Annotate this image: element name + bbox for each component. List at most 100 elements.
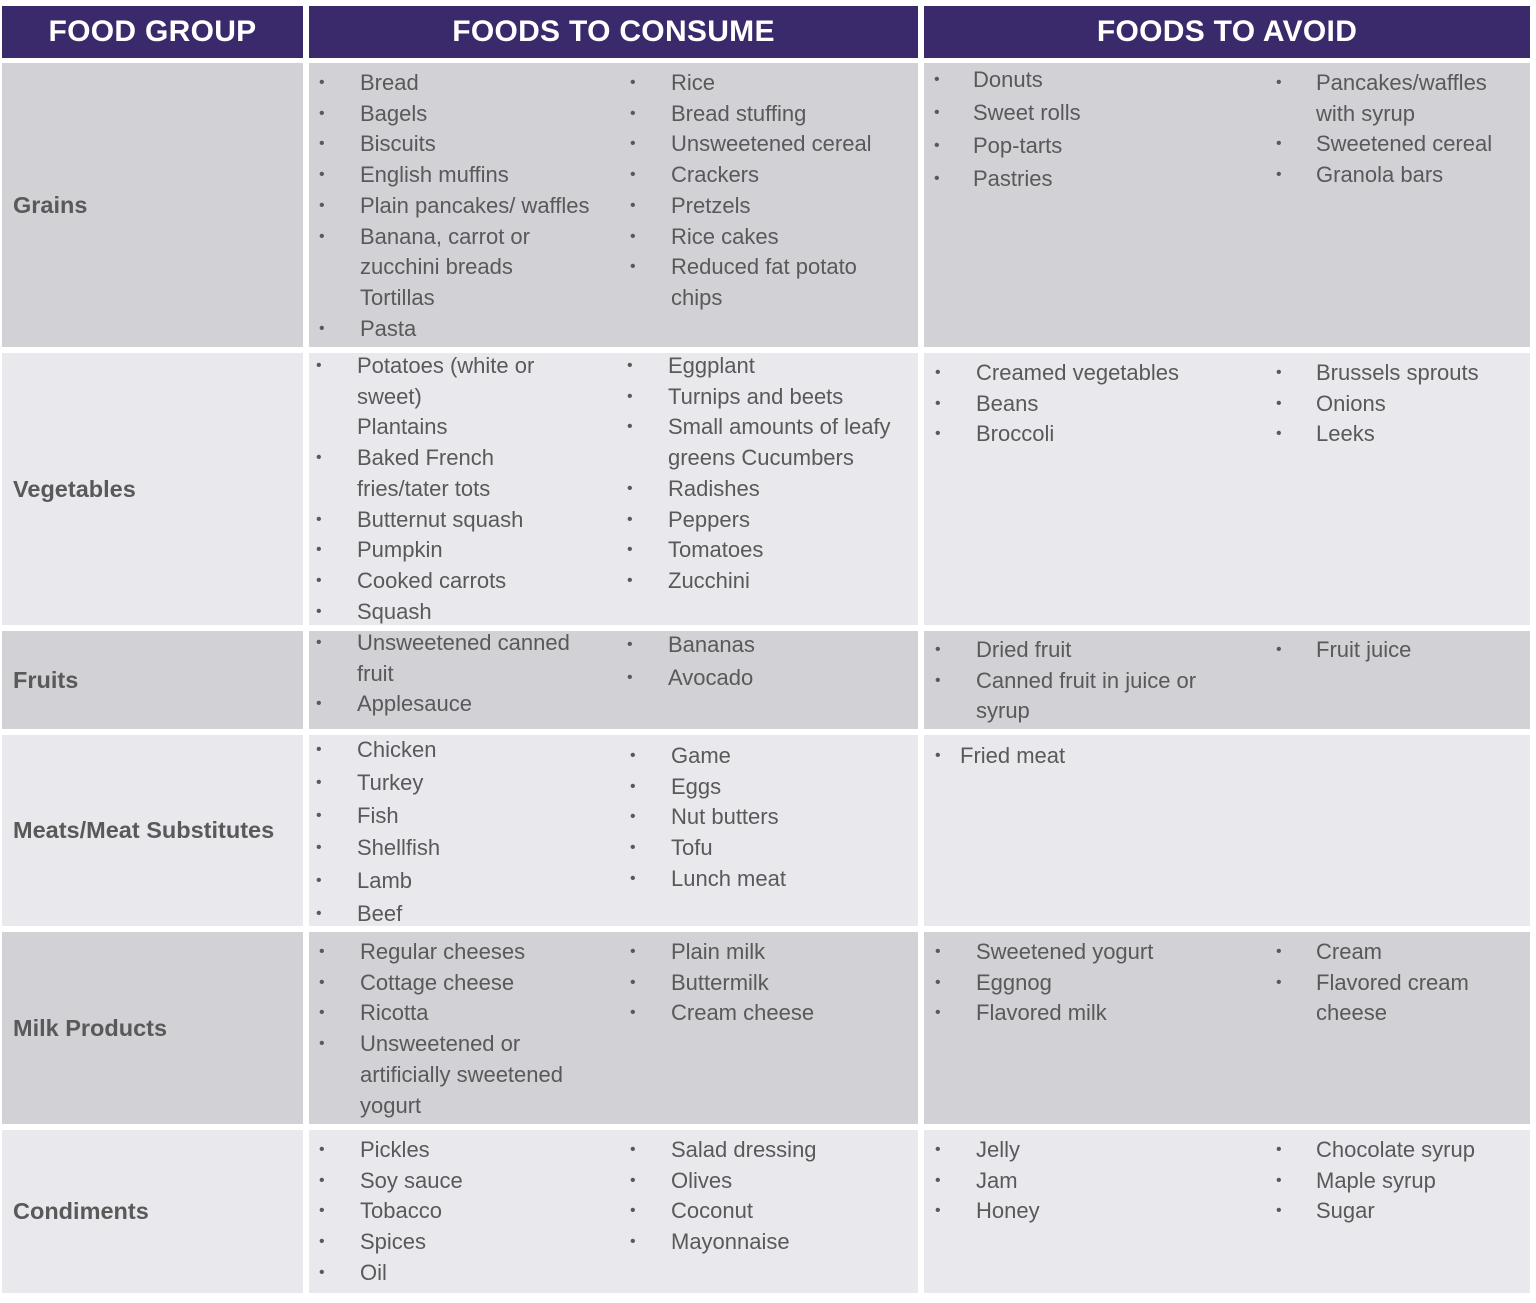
list-item: greens Cucumbers (668, 445, 854, 471)
group-label: Meats/Meat Substitutes (13, 817, 275, 843)
list-item: Tofu (630, 833, 930, 864)
list-item: with syrup (1316, 100, 1416, 126)
list-item: Granola bars (1276, 160, 1526, 191)
list-item: cheese (1316, 1000, 1387, 1026)
list-item: Pasta (319, 314, 619, 345)
consume-list-left: Unsweetened canned fruit Applesauce (316, 628, 616, 720)
list-item: Regular cheeses (319, 937, 619, 968)
list-item: Unsweetened cereal (630, 129, 930, 160)
list-item: Ricotta (319, 998, 619, 1029)
row-vegetables-group: Vegetables (2, 353, 303, 625)
group-label: Vegetables (13, 475, 136, 502)
header-food-group-label: FOOD GROUP (48, 15, 257, 48)
list-item: zucchini breads (360, 254, 513, 280)
list-item: Eggplant (627, 351, 927, 382)
list-item: Salad dressing (630, 1135, 930, 1166)
list-item: English muffins (319, 160, 619, 191)
list-item: Oil (319, 1258, 619, 1289)
list-item: artificially sweetened (360, 1061, 563, 1087)
consume-list-left: Regular cheeses Cottage cheese Ricotta U… (319, 937, 619, 1121)
list-item: Beans (935, 389, 1235, 420)
list-item: Mayonnaise (630, 1227, 930, 1258)
list-item: Broccoli (935, 419, 1235, 450)
list-item: Pretzels (630, 191, 930, 222)
list-item: Fried meat (935, 741, 1235, 772)
list-item: Jelly (935, 1135, 1235, 1166)
list-item: Plantains (357, 414, 448, 440)
row-condiments-avoid: Jelly Jam Honey Chocolate syrup Maple sy… (924, 1130, 1530, 1293)
list-item: Tobacco (319, 1196, 619, 1227)
avoid-list-right: Pancakes/waffles with syrup Sweetened ce… (1276, 68, 1526, 191)
list-item: Crackers (630, 160, 930, 191)
list-item: chips (671, 284, 723, 310)
list-item: Donuts (934, 63, 1234, 96)
consume-list-left: Chicken Turkey Fish Shellfish Lamb Beef (316, 734, 616, 931)
list-item: Applesauce (316, 689, 616, 720)
list-item: Chocolate syrup (1276, 1135, 1526, 1166)
list-item: sweet) (357, 383, 422, 409)
avoid-list-right: Brussels sprouts Onions Leeks (1276, 358, 1526, 450)
list-item: Bread stuffing (630, 99, 930, 130)
row-milk-avoid: Sweetened yogurt Eggnog Flavored milk Cr… (924, 932, 1530, 1124)
list-item: Soy sauce (319, 1166, 619, 1197)
list-item: fruit (357, 660, 394, 686)
list-item: Chicken (316, 734, 616, 767)
consume-list-left: Potatoes (white or sweet) Plantains Bake… (316, 351, 616, 627)
list-item: Jam (935, 1166, 1235, 1197)
row-milk-consume: Regular cheeses Cottage cheese Ricotta U… (309, 932, 918, 1124)
consume-list-right: Bananas Avocado (627, 628, 927, 694)
avoid-list-left: Fried meat (935, 741, 1235, 772)
row-milk-group: Milk Products (2, 932, 303, 1124)
list-item: Squash (316, 597, 616, 628)
list-item: Cooked carrots (316, 566, 616, 597)
list-item: yogurt (360, 1092, 422, 1118)
consume-list-right: Eggplant Turnips and beets Small amounts… (627, 351, 927, 597)
list-item: Rice cakes (630, 222, 930, 253)
list-item: Sugar (1276, 1196, 1526, 1227)
list-item: Peppers (627, 505, 927, 536)
list-item: Baked French (316, 443, 616, 474)
list-item: Small amounts of leafy (627, 412, 927, 443)
list-item: Leeks (1276, 419, 1526, 450)
list-item: Lamb (316, 865, 616, 898)
row-grains-group: Grains (2, 63, 303, 347)
list-item: Olives (630, 1166, 930, 1197)
list-item: Pancakes/waffles (1276, 68, 1526, 99)
list-item: Banana, carrot or (319, 222, 619, 253)
consume-list-right: Salad dressing Olives Coconut Mayonnaise (630, 1135, 930, 1258)
list-item: Cream (1276, 937, 1526, 968)
list-item: Sweet rolls (934, 96, 1234, 129)
list-item: Sweetened cereal (1276, 129, 1526, 160)
header-foods-to-consume: FOODS TO CONSUME (309, 6, 918, 58)
list-item: Potatoes (white or (316, 351, 616, 382)
list-item: fries/tater tots (357, 475, 491, 501)
list-item: Pumpkin (316, 535, 616, 566)
row-grains-consume: Bread Bagels Biscuits English muffins Pl… (309, 63, 918, 347)
avoid-list-left: Creamed vegetables Beans Broccoli (935, 358, 1235, 450)
list-item: Plain pancakes/ waffles (319, 191, 619, 222)
avoid-list-right: Fruit juice (1276, 635, 1526, 666)
list-item: Unsweetened canned (316, 628, 616, 659)
list-item: Onions (1276, 389, 1526, 420)
row-fruits-consume: Unsweetened canned fruit Applesauce Bana… (309, 628, 918, 729)
list-item: Turkey (316, 767, 616, 800)
row-grains-avoid: Donuts Sweet rolls Pop-tarts Pastries Pa… (924, 63, 1530, 347)
consume-list-left: Bread Bagels Biscuits English muffins Pl… (319, 68, 619, 344)
row-condiments-group: Condiments (2, 1130, 303, 1293)
list-item: Eggs (630, 772, 930, 803)
row-fruits-group: Fruits (2, 631, 303, 729)
list-item: Biscuits (319, 129, 619, 160)
list-item: syrup (976, 698, 1030, 724)
list-item: Pastries (934, 162, 1234, 195)
list-item: Bread (319, 68, 619, 99)
list-item: Canned fruit in juice or (935, 666, 1235, 697)
list-item: Nut butters (630, 802, 930, 833)
row-meats-avoid: Fried meat (924, 735, 1530, 926)
list-item: Bagels (319, 99, 619, 130)
avoid-list-left: Dried fruit Canned fruit in juice or syr… (935, 635, 1235, 727)
list-item: Maple syrup (1276, 1166, 1526, 1197)
list-item: Shellfish (316, 832, 616, 865)
list-item: Cottage cheese (319, 968, 619, 999)
list-item: Unsweetened or (319, 1029, 619, 1060)
row-vegetables-avoid: Creamed vegetables Beans Broccoli Brusse… (924, 353, 1530, 625)
